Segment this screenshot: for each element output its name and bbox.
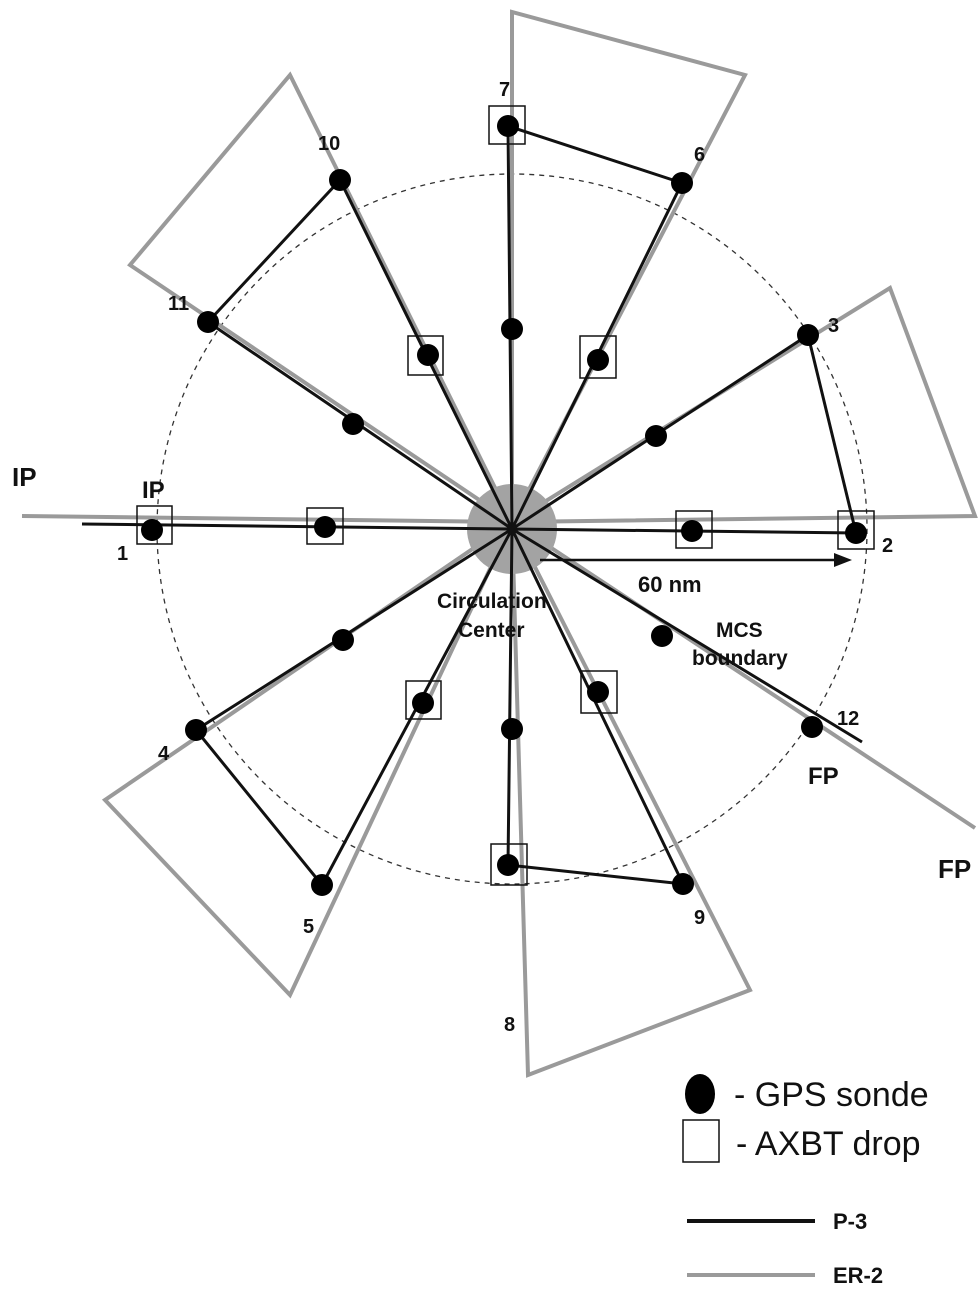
gps-sonde <box>645 425 667 447</box>
boundary-label-line1: MCS <box>716 619 763 642</box>
gps-sonde <box>342 413 364 435</box>
gps-sonde <box>801 716 823 738</box>
ip-er2-label: IP <box>12 462 37 492</box>
center-label-line1: Circulation <box>437 590 547 613</box>
point-label-7: 7 <box>499 79 510 101</box>
gps-sonde <box>797 324 819 346</box>
fp-p3-label: FP <box>808 763 839 790</box>
point-label-10: 10 <box>318 133 340 155</box>
gps-sonde <box>587 681 609 703</box>
point-label-2: 2 <box>882 535 893 557</box>
axbt-drop <box>580 670 618 714</box>
gps-sonde <box>314 516 336 538</box>
legend-p3-text: P-3 <box>833 1209 867 1234</box>
axbt-drop <box>306 507 344 545</box>
point-label-12: 12 <box>837 708 859 730</box>
gps-sonde <box>329 169 351 191</box>
gps-sonde <box>501 318 523 340</box>
axbt-drops <box>136 105 875 886</box>
gps-sonde <box>497 854 519 876</box>
axbt-drop <box>405 680 442 720</box>
point-label-8: 8 <box>504 1014 515 1036</box>
gps-sonde <box>412 692 434 714</box>
gps-sonde <box>185 719 207 741</box>
axbt-drop <box>837 510 875 550</box>
ip-p3-label: IP <box>142 477 165 504</box>
axbt-drop <box>488 105 526 145</box>
point-label-6: 6 <box>694 144 705 166</box>
axbt-drop <box>407 335 444 376</box>
axbt-drop <box>136 505 173 545</box>
legend-sonde-text: - GPS sonde <box>734 1076 929 1114</box>
gps-sonde <box>681 520 703 542</box>
gps-sonde <box>311 874 333 896</box>
point-label-1: 1 <box>117 543 128 565</box>
center-label-line2: Center <box>458 619 525 642</box>
axbt-drop <box>490 843 528 886</box>
scale-arrow-head <box>834 553 852 567</box>
legend-axbt-symbol <box>682 1119 720 1163</box>
gps-sonde <box>497 115 519 137</box>
gps-sonde <box>417 344 439 366</box>
legend-sonde-symbol <box>685 1074 715 1114</box>
point-label-11: 11 <box>168 293 189 315</box>
legend-axbt-text: - AXBT drop <box>736 1125 921 1163</box>
axbt-drop <box>675 510 713 549</box>
gps-sonde <box>587 349 609 371</box>
fp-er2-label: FP <box>938 854 971 884</box>
gps-sonde <box>197 311 219 333</box>
legend-er2-text: ER-2 <box>833 1263 883 1288</box>
point-label-3: 3 <box>828 315 839 337</box>
boundary-label-line2: boundary <box>692 647 788 670</box>
gps-sonde <box>671 172 693 194</box>
gps-sonde <box>672 873 694 895</box>
gps-sondes <box>141 115 867 896</box>
axbt-drop <box>579 335 617 379</box>
point-label-9: 9 <box>694 907 705 929</box>
point-label-5: 5 <box>303 916 314 938</box>
gps-sonde <box>332 629 354 651</box>
gps-sonde <box>845 522 867 544</box>
scale-label: 60 nm <box>638 572 702 597</box>
p3-track <box>81 123 863 888</box>
gps-sonde <box>651 625 673 647</box>
gps-sonde <box>141 519 163 541</box>
gps-sonde <box>501 718 523 740</box>
point-label-4: 4 <box>158 743 170 765</box>
legend: - GPS sonde - AXBT drop P-3 ER-2 <box>682 1074 929 1288</box>
